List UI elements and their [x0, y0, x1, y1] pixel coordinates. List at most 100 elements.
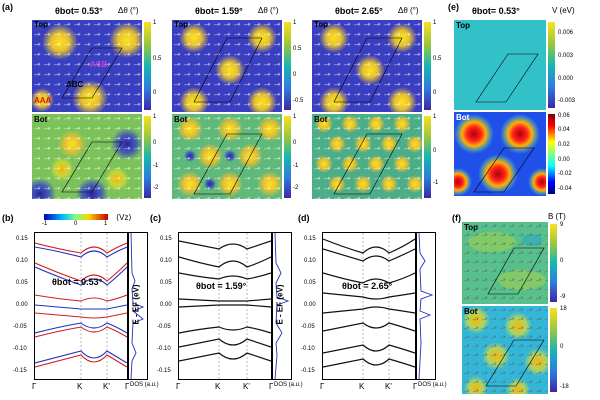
tick: 0.15 [304, 236, 316, 242]
panel-a-col3-cb-title: Δθ (°) [398, 6, 419, 15]
tick: Γ [125, 382, 130, 391]
tick: Γ [320, 382, 325, 391]
tick: 0.003 [558, 53, 574, 59]
panel-c-label: (c) [150, 213, 161, 223]
tick: 1 [433, 114, 437, 120]
panel-a-top-tag: Top [34, 20, 49, 29]
tick: 1 [293, 114, 297, 120]
tick: 0.5 [433, 56, 442, 62]
panel-a-top-tag: Top [174, 20, 189, 29]
panel-a-col1-top-map [32, 20, 142, 112]
tick: -2 [153, 185, 159, 191]
panel-b-label: (b) [2, 213, 14, 223]
tick: 0.10 [16, 258, 28, 264]
tick: -0.05 [13, 324, 27, 330]
tick: K' [385, 382, 392, 391]
tick: 0.15 [160, 236, 172, 242]
tick: -0.5 [293, 98, 304, 104]
tick: Γ [413, 382, 418, 391]
panel-a-col2-bot-map [172, 114, 282, 199]
tick: -0.003 [558, 98, 576, 104]
tick: 9 [560, 222, 564, 228]
tick: 0.05 [16, 280, 28, 286]
panel-c-ylabel: E - EF (eV) [131, 284, 141, 325]
tick: -0.10 [157, 346, 171, 352]
panel-a-bot-tag: Bot [174, 115, 188, 124]
tick: 1 [104, 221, 108, 227]
tick: 0 [433, 90, 437, 96]
tick: 0.5 [293, 46, 302, 52]
tick: 0.00 [16, 302, 28, 308]
tick: -0.05 [157, 324, 171, 330]
annot-aaa: AAA [34, 96, 52, 105]
panel-a-col3-title: θbot= 2.65° [335, 6, 383, 16]
panel-a-bot-tag: Bot [314, 115, 328, 124]
tick: 0.5 [153, 56, 162, 62]
tick: 0 [560, 344, 564, 350]
panel-f-bot-colorbar [550, 308, 557, 392]
panel-a-col2-cb-title: Δθ (°) [258, 6, 279, 15]
tick: 0.006 [558, 30, 574, 36]
tick: K [215, 382, 221, 391]
tick: -1 [153, 163, 159, 169]
tick: 0 [293, 140, 297, 146]
panel-a-col3-top-map [312, 20, 422, 112]
tick: 1 [433, 20, 437, 26]
panel-a-col2-bot-colorbar [284, 116, 291, 198]
tick: K' [103, 382, 110, 391]
tick: -2 [293, 185, 299, 191]
panel-a-top-tag: Top [314, 20, 329, 29]
panel-c-bands [178, 232, 272, 380]
panel-a-col1-bot-colorbar [144, 116, 151, 198]
tick: 18 [560, 306, 567, 312]
tick: 0.05 [160, 280, 172, 286]
tick: -0.05 [301, 324, 315, 330]
tick: -0.15 [301, 368, 315, 374]
tick: 1 [153, 114, 157, 120]
panel-e-bot-colorbar [548, 114, 555, 194]
tick: -0.02 [558, 171, 572, 177]
tick: -1 [293, 163, 299, 169]
panel-b-dos [128, 232, 148, 380]
panel-f-cb-title: B (T) [548, 212, 566, 221]
tick: Γ [32, 382, 37, 391]
panel-a-col1-bot-map [32, 114, 142, 199]
panel-a-col1-title: θbot= 0.53° [55, 6, 103, 16]
panel-a-col2-top-map [172, 20, 282, 112]
tick: 0.15 [16, 236, 28, 242]
annot-abc: ABC [66, 80, 84, 89]
tick: K [77, 382, 83, 391]
tick: 0 [293, 72, 297, 78]
panel-c-title: θbot = 1.59° [196, 281, 247, 291]
tick: -0.10 [301, 346, 315, 352]
panel-a-col1-cb-title: Δθ (°) [118, 6, 139, 15]
tick: -18 [560, 384, 569, 390]
panel-a-col3-top-colorbar [424, 22, 431, 110]
panel-d-dos [416, 232, 436, 380]
dos-label: DOS (a.u.) [418, 382, 447, 388]
panel-e-top-map [454, 20, 546, 110]
panel-e-bot-map [454, 112, 546, 196]
tick: -0.04 [558, 186, 572, 192]
tick: -1 [42, 221, 48, 227]
tick: K [359, 382, 365, 391]
panel-d-bands [322, 232, 416, 380]
panel-e-top-colorbar [548, 22, 555, 108]
panel-d-title: θbot = 2.65° [342, 281, 393, 291]
tick: 0.00 [558, 157, 570, 163]
panel-f-top-colorbar [550, 224, 557, 302]
panel-f-top-tag: Top [464, 223, 479, 232]
panel-a-label: (a) [2, 2, 13, 12]
tick: 0.10 [304, 258, 316, 264]
vz-colorbar [44, 214, 108, 220]
tick: 0.00 [304, 302, 316, 308]
tick: 0.06 [558, 113, 570, 119]
tick: -0.10 [13, 346, 27, 352]
tick: -1 [433, 180, 439, 186]
panel-e-title: θbot= 0.53° [472, 6, 520, 16]
panel-a-col3-bot-map [312, 114, 422, 199]
tick: 0 [560, 258, 564, 264]
tick: -0.15 [157, 368, 171, 374]
panel-d-ylabel: E - EF (eV) [275, 284, 285, 325]
tick: K' [243, 382, 250, 391]
